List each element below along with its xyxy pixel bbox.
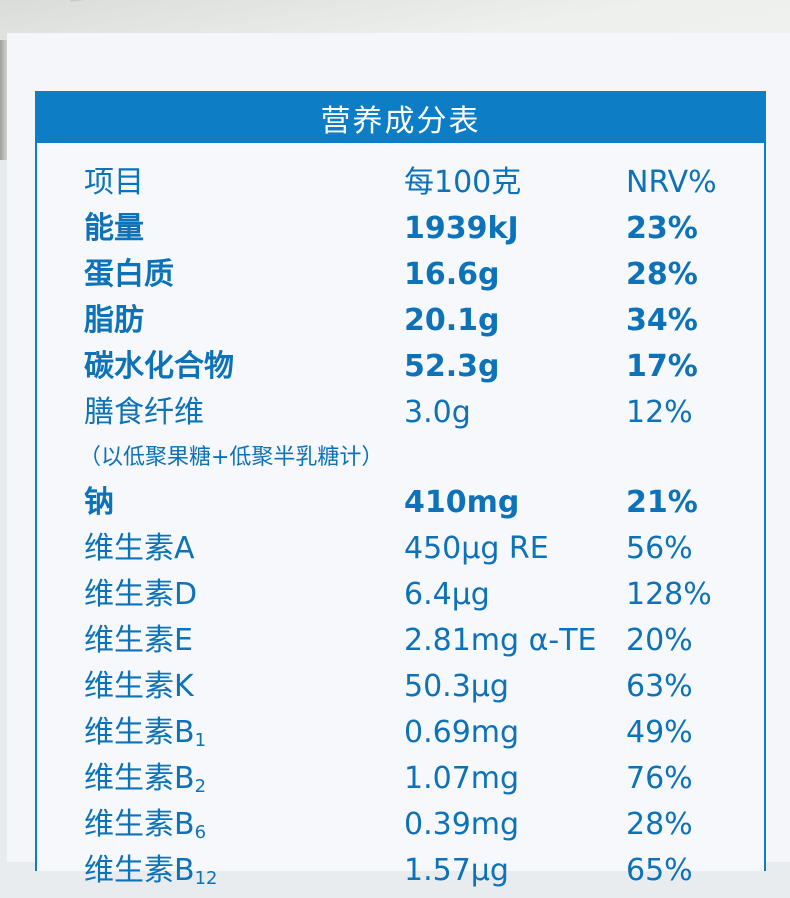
header-nrv: NRV% bbox=[626, 165, 717, 200]
nutrient-nrv: 23% bbox=[626, 211, 698, 246]
nutrient-name: 脂肪 bbox=[84, 298, 144, 344]
nutrient-name-text: 能量 bbox=[84, 211, 144, 246]
header-item: 项目 bbox=[84, 165, 144, 200]
nutrient-name-text: 维生素B bbox=[84, 761, 195, 796]
nutrient-nrv: 49% bbox=[626, 715, 693, 750]
nutrient-name: 维生素A bbox=[84, 526, 195, 572]
nutrient-per100: 3.0g bbox=[404, 395, 471, 430]
nutrient-per100: 2.81mg α-TE bbox=[404, 623, 597, 658]
nutrient-subscript: 12 bbox=[194, 868, 218, 889]
table-row: 维生素A 450μg RE 56% bbox=[37, 526, 764, 572]
table-title: 营养成分表 bbox=[37, 93, 764, 143]
nutrient-per100: 20.1g bbox=[404, 303, 500, 338]
nutrient-name-text: 碳水化合物 bbox=[84, 349, 234, 384]
nutrition-table: 营养成分表 项目 每100克 NRV% 能量 1939kJ 23% 蛋白质 16.6g 2… bbox=[35, 91, 766, 889]
nutrient-name-text: 维生素K bbox=[84, 669, 194, 704]
nutrient-nrv: 65% bbox=[626, 853, 693, 888]
table-body: 项目 每100克 NRV% 能量 1939kJ 23% 蛋白质 16.6g 28% 脂肪 20… bbox=[37, 160, 764, 894]
table-row: 维生素B6 0.39mg 28% bbox=[37, 802, 764, 848]
nutrient-nrv: 63% bbox=[626, 669, 693, 704]
nutrient-name-text: 维生素B bbox=[84, 853, 195, 888]
nutrient-name: 维生素D bbox=[84, 572, 197, 618]
background-edge bbox=[0, 40, 8, 160]
nutrient-per100: 0.69mg bbox=[404, 715, 520, 750]
table-row: 脂肪 20.1g 34% bbox=[37, 298, 764, 344]
nutrient-name: 碳水化合物 bbox=[84, 344, 234, 390]
table-row: 维生素B1 0.69mg 49% bbox=[37, 710, 764, 756]
nutrient-per100: 1.57μg bbox=[404, 853, 509, 888]
nutrient-name: 维生素B6 bbox=[84, 802, 206, 852]
nutrient-name: 钠 bbox=[84, 480, 114, 526]
nutrient-subscript: 2 bbox=[194, 776, 207, 797]
nutrient-nrv: 128% bbox=[626, 577, 712, 612]
table-row: 能量 1939kJ 23% bbox=[37, 206, 764, 252]
nutrient-name: 膳食纤维 bbox=[84, 390, 204, 436]
nutrient-name-text: 蛋白质 bbox=[84, 257, 174, 292]
nutrient-nrv: 21% bbox=[626, 485, 698, 520]
nutrient-subscript: 1 bbox=[194, 730, 207, 751]
nutrient-name-text: 钠 bbox=[84, 485, 114, 520]
nutrient-name: 维生素B2 bbox=[84, 756, 206, 806]
nutrient-nrv: 12% bbox=[626, 395, 693, 430]
nutrient-per100: 450μg RE bbox=[404, 531, 549, 566]
nutrient-per100: 6.4μg bbox=[404, 577, 490, 612]
nutrient-per100: 1.07mg bbox=[404, 761, 520, 796]
nutrient-nrv: 20% bbox=[626, 623, 693, 658]
table-row: 维生素K 50.3μg 63% bbox=[37, 664, 764, 710]
nutrient-nrv: 34% bbox=[626, 303, 698, 338]
nutrient-per100: 410mg bbox=[404, 485, 520, 520]
nutrient-per100: 52.3g bbox=[404, 349, 500, 384]
table-row: 碳水化合物 52.3g 17% bbox=[37, 344, 764, 390]
nutrient-name: 维生素K bbox=[84, 664, 194, 710]
nutrient-nrv: 28% bbox=[626, 257, 698, 292]
nutrient-per100: 50.3μg bbox=[404, 669, 509, 704]
table-row: 蛋白质 16.6g 28% bbox=[37, 252, 764, 298]
nutrient-nrv: 56% bbox=[626, 531, 693, 566]
nutrient-name: 维生素E bbox=[84, 618, 193, 664]
nutrient-name-text: 维生素B bbox=[84, 807, 195, 842]
nutrient-name-text: 脂肪 bbox=[84, 303, 144, 338]
table-note-row: （以低聚果糖+低聚半乳糖计） bbox=[37, 436, 764, 480]
table-row: 膳食纤维 3.0g 12% bbox=[37, 390, 764, 436]
nutrient-per100: 16.6g bbox=[404, 257, 500, 292]
nutrient-nrv: 28% bbox=[626, 807, 693, 842]
nutrient-name: 蛋白质 bbox=[84, 252, 174, 298]
nutrient-name-text: 膳食纤维 bbox=[84, 395, 204, 430]
header-per100: 每100克 bbox=[404, 165, 522, 200]
nutrient-subscript: 6 bbox=[194, 822, 207, 843]
nutrient-name-text: 维生素A bbox=[84, 531, 195, 566]
nutrient-name-text: 维生素E bbox=[84, 623, 193, 658]
nutrient-per100: 0.39mg bbox=[404, 807, 520, 842]
table-row: 钠 410mg 21% bbox=[37, 480, 764, 526]
nutrient-per100: 1939kJ bbox=[404, 211, 519, 246]
table-header-row: 项目 每100克 NRV% bbox=[37, 160, 764, 206]
nutrient-name-text: 维生素B bbox=[84, 715, 195, 750]
nutrient-name: 能量 bbox=[84, 206, 144, 252]
table-row: 维生素B2 1.07mg 76% bbox=[37, 756, 764, 802]
nutrient-name: 维生素B1 bbox=[84, 710, 206, 760]
nutrient-name: 维生素B12 bbox=[84, 848, 218, 898]
table-row: 维生素E 2.81mg α-TE 20% bbox=[37, 618, 764, 664]
table-row: 维生素B12 1.57μg 65% bbox=[37, 848, 764, 894]
note-text: （以低聚果糖+低聚半乳糖计） bbox=[79, 445, 384, 470]
nutrient-name-text: 维生素D bbox=[84, 577, 198, 612]
nutrient-nrv: 76% bbox=[626, 761, 693, 796]
table-row: 维生素D 6.4μg 128% bbox=[37, 572, 764, 618]
nutrient-nrv: 17% bbox=[626, 349, 698, 384]
